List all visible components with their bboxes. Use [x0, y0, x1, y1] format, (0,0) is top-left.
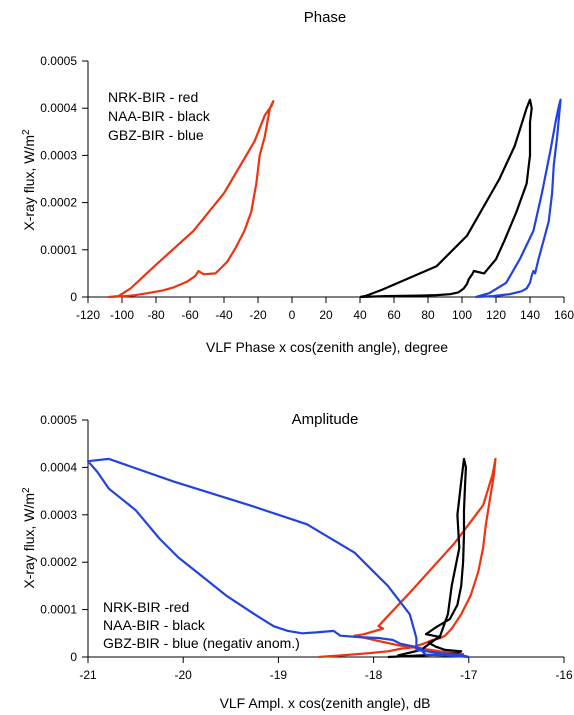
- amplitude-x-tick-label: -18: [365, 668, 383, 682]
- amplitude-legend-item: NAA-BIR - black: [103, 617, 206, 633]
- phase-legend-item: NRK-BIR - red: [108, 89, 198, 105]
- phase-series-line: [475, 98, 562, 299]
- amplitude-y-tick-label: 0.0001: [40, 603, 77, 617]
- phase-x-tick-label: -20: [249, 308, 267, 322]
- phase-x-tick-label: -120: [76, 308, 100, 322]
- phase-legend: NRK-BIR - red NAA-BIR - black GBZ-BIR - …: [108, 89, 211, 143]
- amplitude-series-line: [86, 457, 470, 659]
- amplitude-x-tick-label: -16: [555, 668, 573, 682]
- phase-series-line: [359, 98, 533, 299]
- phase-y-tick-label: 0.0005: [40, 54, 77, 68]
- amplitude-plot-area: -21 -20 -19 -18 -17 -16 0 0.0001 0.0002 0.0003 0.0…: [40, 413, 573, 682]
- amplitude-legend-item: GBZ-BIR - blue (negativ anom.): [103, 635, 300, 651]
- phase-x-tick-label: 20: [319, 308, 333, 322]
- amplitude-series-line: [387, 457, 467, 659]
- phase-series-line: [108, 100, 275, 299]
- phase-y-axis-label: X-ray flux, W/m2: [21, 129, 37, 231]
- phase-x-tick-label: 60: [387, 308, 401, 322]
- amplitude-y-axis-label: X-ray flux, W/m2: [21, 487, 37, 589]
- amplitude-chart-title: Amplitude: [292, 411, 359, 428]
- phase-x-tick-label: -100: [110, 308, 134, 322]
- phase-x-tick-label: 140: [520, 308, 540, 322]
- amplitude-y-tick-label: 0.0004: [40, 460, 77, 474]
- amplitude-legend-item: NRK-BIR -red: [103, 599, 189, 615]
- phase-x-tick-label: -80: [147, 308, 165, 322]
- phase-legend-item: NAA-BIR - black: [108, 108, 211, 124]
- phase-chart: Phase -120 -100 -80 -60 -40 -20 0 20 40 60 80 100 12…: [21, 9, 574, 355]
- phase-x-tick-label: 160: [554, 308, 574, 322]
- phase-x-tick-label: -40: [215, 308, 233, 322]
- phase-x-tick-label: 120: [486, 308, 506, 322]
- amplitude-series-line: [318, 457, 497, 659]
- phase-x-tick-label: 80: [421, 308, 435, 322]
- amplitude-x-axis-label: VLF Ampl. x cos(zenith angle), dB: [220, 695, 431, 711]
- amplitude-x-tick-label: -21: [79, 668, 97, 682]
- amplitude-y-tick-label: 0.0003: [40, 508, 77, 522]
- amplitude-x-tick-label: -17: [460, 668, 478, 682]
- phase-y-tick-label: 0.0004: [40, 101, 77, 115]
- amplitude-chart: Amplitude -21 -20 -19 -18 -17 -16 0 0.0001 0.000…: [21, 411, 573, 711]
- phase-x-tick-label: -60: [181, 308, 199, 322]
- phase-y-tick-label: 0: [70, 290, 77, 304]
- phase-x-tick-label: 0: [289, 308, 296, 322]
- phase-chart-title: Phase: [304, 9, 347, 26]
- phase-y-axis-label-superscript: 2: [21, 129, 32, 135]
- amplitude-y-tick-label: 0: [70, 650, 77, 664]
- phase-y-axis-label-text: X-ray flux, W/m: [21, 135, 37, 231]
- phase-x-tick-label: 100: [452, 308, 472, 322]
- phase-y-tick-label: 0.0001: [40, 243, 77, 257]
- phase-y-tick-label: 0.0003: [40, 148, 77, 162]
- phase-y-tick-label: 0.0002: [40, 196, 77, 210]
- amplitude-x-tick-label: -20: [175, 668, 193, 682]
- amplitude-legend: NRK-BIR -red NAA-BIR - black GBZ-BIR - b…: [103, 599, 300, 651]
- amplitude-y-tick-label: 0.0002: [40, 555, 77, 569]
- amplitude-y-axis-label-superscript: 2: [21, 487, 32, 493]
- amplitude-y-axis-label-text: X-ray flux, W/m: [21, 493, 37, 589]
- phase-plot-area: -120 -100 -80 -60 -40 -20 0 20 40 60 80 100 120 140 16…: [40, 54, 574, 322]
- amplitude-y-tick-label: 0.0005: [40, 413, 77, 427]
- phase-legend-item: GBZ-BIR - blue: [108, 127, 204, 143]
- phase-x-tick-label: 40: [353, 308, 367, 322]
- phase-x-axis-label: VLF Phase x cos(zenith angle), degree: [206, 339, 448, 355]
- amplitude-x-tick-label: -19: [270, 668, 288, 682]
